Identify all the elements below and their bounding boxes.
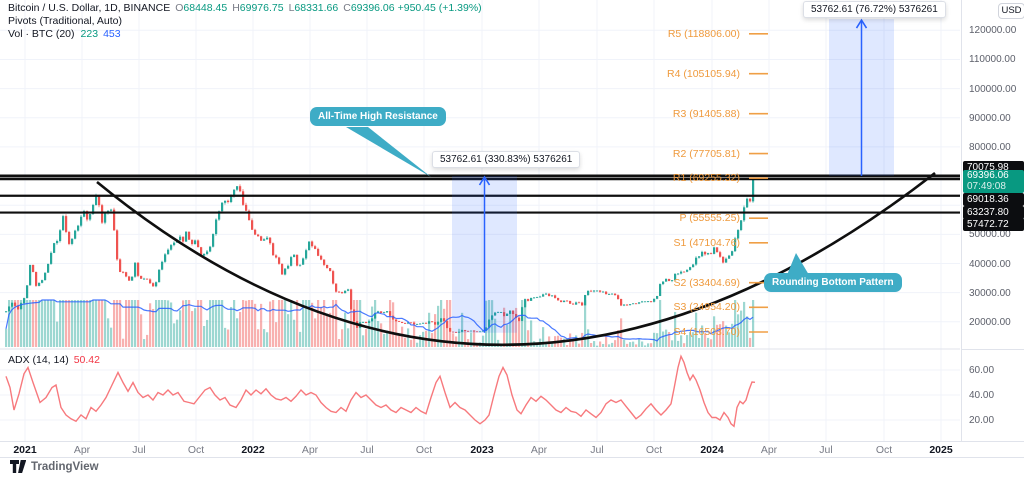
volume-value: 223 bbox=[80, 28, 99, 40]
price-tick: 50000.00 bbox=[969, 229, 1011, 241]
ohlc-low-value: 68331.66 bbox=[294, 2, 339, 14]
measurement-label-1[interactable]: 53762.61 (330.83%) 5376261 bbox=[432, 151, 581, 168]
time-tick: Jul bbox=[132, 444, 146, 456]
time-tick: Oct bbox=[187, 444, 205, 456]
pivot-label: S2 (33404.69) bbox=[673, 276, 740, 289]
price-tick: 30000.00 bbox=[969, 287, 1011, 299]
price-tick: 80000.00 bbox=[969, 141, 1011, 153]
time-tick: Apr bbox=[73, 444, 91, 456]
tradingview-logo-text: TradingView bbox=[31, 461, 99, 473]
time-tick: Oct bbox=[645, 444, 663, 456]
time-tick: Jul bbox=[590, 444, 604, 456]
tradingview-logo[interactable]: TradingView bbox=[10, 460, 99, 474]
chart-legend: Bitcoin / U.S. Dollar, 1D, BINANCE O68448… bbox=[8, 2, 482, 41]
currency-toggle-button[interactable]: USD bbox=[998, 3, 1024, 19]
price-tick: 40000.00 bbox=[969, 258, 1011, 270]
pivot-label: P (55555.25) bbox=[679, 212, 740, 225]
time-tick: Jul bbox=[360, 444, 374, 456]
bar-countdown: 07:49:08 bbox=[967, 180, 1006, 192]
time-tick: Apr bbox=[530, 444, 548, 456]
candlesticks bbox=[5, 177, 755, 333]
pivot-label: S3 (24954.20) bbox=[673, 301, 740, 314]
time-tick: Apr bbox=[301, 444, 319, 456]
price-tick: 110000.00 bbox=[969, 54, 1016, 66]
pivots-indicator-label: Pivots (Traditional, Auto) bbox=[8, 15, 122, 27]
line-price-label: 63237.80 bbox=[963, 206, 1024, 219]
ohlc-low-label: L bbox=[288, 2, 295, 14]
adx-line[interactable] bbox=[5, 354, 756, 428]
price-tick: 100000.00 bbox=[969, 83, 1017, 95]
volume-histogram bbox=[5, 300, 755, 347]
pivot-label: S1 (47104.76) bbox=[673, 236, 740, 249]
symbol-legend-row[interactable]: Bitcoin / U.S. Dollar, 1D, BINANCE O68448… bbox=[8, 2, 482, 14]
pivot-label: R5 (118806.00) bbox=[667, 27, 740, 40]
adx-tick: 60.00 bbox=[969, 365, 995, 376]
ohlc-close-label: C bbox=[343, 2, 351, 14]
ohlc-high-label: H bbox=[232, 2, 240, 14]
rounding-bottom-curve[interactable] bbox=[96, 171, 936, 347]
ohlc-high-value: 69976.75 bbox=[239, 2, 284, 14]
time-tick: Oct bbox=[875, 444, 893, 456]
time-tick: Apr bbox=[760, 444, 778, 456]
callout-rounding-bottom-pattern[interactable]: Rounding Bottom Pattern bbox=[764, 273, 902, 292]
pivot-label: R2 (77705.81) bbox=[672, 147, 740, 160]
time-tick: 2022 bbox=[241, 444, 265, 456]
horizontal-resistance-lines[interactable] bbox=[0, 174, 960, 214]
time-tick: 2023 bbox=[470, 444, 494, 456]
time-tick: 2024 bbox=[700, 444, 724, 456]
pane-separator bbox=[962, 349, 1024, 350]
adx-tick: 20.00 bbox=[969, 415, 995, 426]
time-tick: Jul bbox=[819, 444, 833, 456]
price-tick: 20000.00 bbox=[969, 316, 1011, 328]
line-price-label: 57472.72 bbox=[963, 218, 1024, 232]
adx-legend-row[interactable]: ADX (14, 14) 50.42 bbox=[8, 354, 100, 366]
symbol-title: Bitcoin / U.S. Dollar, 1D, BINANCE bbox=[8, 2, 171, 14]
pivot-label: S4 (16503.70) bbox=[673, 325, 740, 338]
callout-tail-rounding bbox=[787, 253, 809, 275]
adx-indicator-label: ADX (14, 14) bbox=[8, 354, 69, 366]
adx-current-value: 50.42 bbox=[73, 354, 100, 366]
price-change: +950.45 (+1.39%) bbox=[397, 2, 482, 14]
time-tick: 2025 bbox=[929, 444, 953, 456]
volume-indicator-label: Vol · BTC (20) bbox=[8, 28, 75, 40]
ohlc-open-label: O bbox=[175, 2, 184, 14]
adx-tick: 40.00 bbox=[969, 390, 995, 401]
time-tick: 2021 bbox=[13, 444, 37, 456]
callout-all-time-high-resistance[interactable]: All-Time High Resistance bbox=[310, 107, 446, 126]
time-axis[interactable]: 2021 Apr Jul Oct 2022 Apr Jul Oct 2023 Apr Jul Oct 2… bbox=[0, 441, 1024, 458]
volume-ma-value: 453 bbox=[103, 28, 121, 40]
pivot-label: R1 (69255.32) bbox=[672, 172, 740, 185]
price-axis[interactable]: USD 120000.00 110000.00 100000.00 90000.00 8… bbox=[961, 0, 1024, 457]
price-tick: 90000.00 bbox=[969, 112, 1011, 124]
volume-ma-line bbox=[5, 299, 754, 342]
pivots-legend-row[interactable]: Pivots (Traditional, Auto) bbox=[8, 15, 482, 27]
ohlc-open-value: 68448.45 bbox=[183, 2, 228, 14]
volume-legend-row[interactable]: Vol · BTC (20) 223 453 bbox=[8, 28, 482, 40]
current-price-label: 69396.06 07:49:08 bbox=[963, 170, 1024, 193]
tradingview-logo-icon bbox=[10, 460, 26, 473]
pivot-label: R3 (91405.88) bbox=[672, 107, 740, 120]
ohlc-close-value: 69396.06 bbox=[350, 2, 395, 14]
time-tick: Oct bbox=[415, 444, 433, 456]
measurement-label-2[interactable]: 53762.61 (76.72%) 5376261 bbox=[803, 1, 946, 18]
current-price-value: 69396.06 bbox=[967, 170, 1009, 181]
line-price-label: 69018.36 bbox=[963, 193, 1024, 206]
price-tick: 120000.00 bbox=[969, 25, 1017, 37]
callout-tail-ath bbox=[346, 127, 431, 177]
pivot-label: R4 (105105.94) bbox=[667, 67, 740, 80]
gridlines bbox=[0, 0, 960, 441]
